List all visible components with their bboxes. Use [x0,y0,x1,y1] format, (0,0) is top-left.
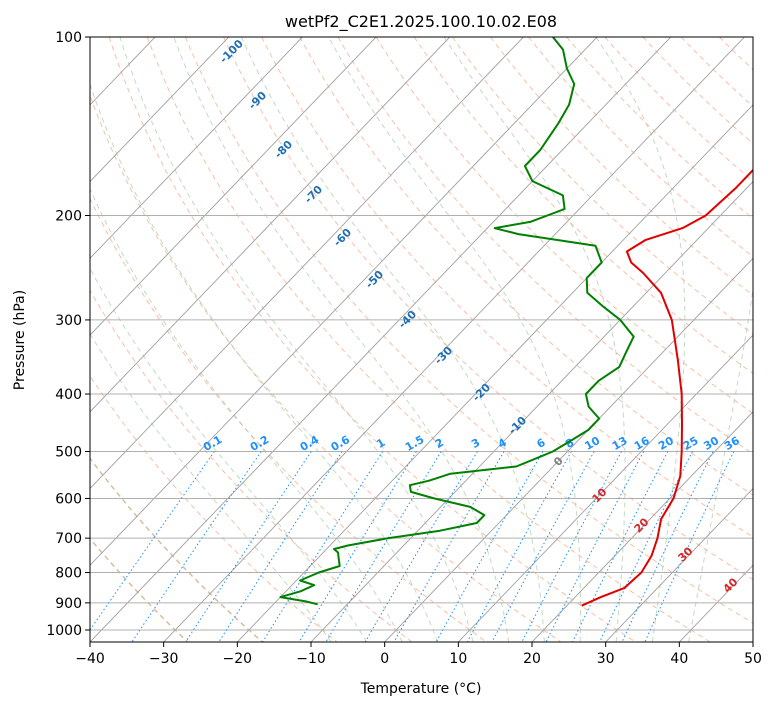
dry-adiabat [299,37,753,496]
x-tick-label: −10 [296,651,326,667]
y-tick-label: 500 [55,444,82,460]
dry-adiabats [90,37,753,642]
moist-adiabat [90,267,368,642]
moist-adiabat [119,37,474,642]
y-tick-label: 700 [55,531,82,547]
isotherm [90,37,230,183]
isotherm [458,334,753,642]
dry-adiabat-cold [90,457,263,642]
mixing-ratio-line [644,451,735,642]
series-lines [279,37,753,607]
x-tick-label: 0 [380,651,389,667]
mixing-ratio-line [621,451,714,642]
x-axis: −40 −30 −20 −10 0 10 20 30 40 50 [75,642,762,667]
plot-frame [89,36,754,643]
mixing-ratio-line [545,451,645,642]
dry-adiabat [108,37,636,642]
dry-adiabat [146,37,711,642]
moist-adiabat [240,37,545,642]
isotherm [90,37,377,336]
isotherm [163,37,746,642]
mixing-ratio-line [262,451,384,642]
dry-adiabat [566,37,753,220]
mixing-ratio-line [393,451,505,642]
y-tick-label: 200 [55,209,82,225]
y-tick-label: 300 [55,313,82,329]
mixing-ratio-line [435,451,544,642]
mixing-ratio-line [599,451,693,642]
isotherm [90,37,451,413]
y-axis: 100 200 300 400 500 600 700 800 900 1000 [46,30,90,639]
mixing-ratio-line [572,451,669,642]
y-axis-label: Pressure (hPa) [12,290,28,390]
isotherm [90,37,304,259]
x-tick-label: −30 [149,651,179,667]
dry-adiabat [223,37,753,581]
moist-adiabat [173,37,510,642]
mixing-ratio-lines [90,451,735,642]
mixing-ratio-line [131,451,262,642]
isotherm [90,37,525,490]
moist-adiabat [90,332,332,642]
y-tick-label: 600 [55,491,82,507]
mixing-ratio-line [466,451,572,642]
isotherm [605,487,753,642]
x-tick-label: 50 [744,651,762,667]
moist-adiabat [595,37,686,642]
pressure-gridlines [90,37,753,631]
mixing-ratio-line [185,451,312,642]
moist-adiabat [328,37,581,642]
y-tick-label: 400 [55,387,82,403]
chart-title: wetPf2_C2E1.2025.100.10.02.E08 [285,12,557,32]
x-tick-label: 20 [523,651,541,667]
x-axis-label: Temperature (°C) [360,681,482,697]
dry-adiabat [90,94,562,642]
y-tick-label: 900 [55,596,82,612]
moist-adiabat [90,188,403,642]
isotherm [310,180,753,642]
mixing-ratio-line [521,451,622,642]
isotherm [531,411,753,642]
y-tick-label: 100 [55,30,82,46]
mixing-ratio-line [90,451,215,631]
isotherm [384,257,753,642]
isotherm [237,104,753,642]
x-tick-label: 30 [597,651,615,667]
moist-adiabats [90,37,753,642]
y-tick-label: 1000 [46,623,82,639]
series-line-1 [581,168,753,607]
dry-adiabat [413,37,753,375]
isotherm [90,37,156,106]
dry-adiabat [337,37,753,455]
x-tick-label: −40 [75,651,105,667]
isotherm [90,37,598,566]
dry-adiabat [642,37,753,145]
x-tick-label: 40 [670,651,688,667]
dry-adiabat [184,37,753,624]
mixing-ratio-line [298,451,417,642]
dry-adiabat [90,289,413,642]
moist-adiabat [90,82,439,642]
mixing-ratio-line [491,451,595,642]
dry-adiabat [451,37,753,335]
dry-adiabat [90,197,487,642]
moist-adiabat [443,37,626,642]
skewed-isotherms [90,37,753,642]
y-tick-label: 800 [55,566,82,582]
x-tick-label: 10 [449,651,467,667]
x-tick-label: −20 [223,651,253,667]
series-line-2 [279,37,635,606]
isotherm [90,37,672,642]
dry-adiabat [528,37,753,258]
